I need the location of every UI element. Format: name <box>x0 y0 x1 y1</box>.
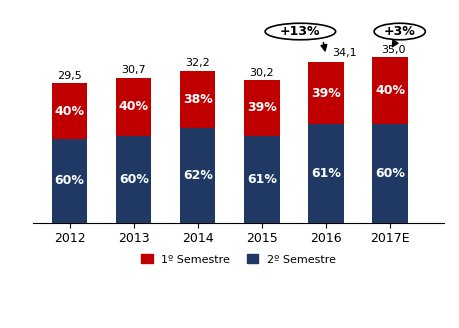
Text: 40%: 40% <box>55 105 84 118</box>
Text: 30,7: 30,7 <box>122 65 146 75</box>
Text: 60%: 60% <box>375 167 405 179</box>
Text: +13%: +13% <box>280 25 321 38</box>
Text: 35,0: 35,0 <box>381 45 406 55</box>
Text: 29,5: 29,5 <box>57 71 82 81</box>
Bar <box>52 83 87 139</box>
Text: 62%: 62% <box>183 169 213 182</box>
Text: +3%: +3% <box>384 25 415 38</box>
Bar <box>244 136 280 223</box>
Text: 40%: 40% <box>119 100 149 113</box>
Text: 61%: 61% <box>247 173 277 186</box>
Bar <box>372 57 408 124</box>
Text: 40%: 40% <box>375 84 405 97</box>
Text: 30,2: 30,2 <box>250 68 274 78</box>
Text: 39%: 39% <box>311 87 341 100</box>
Text: 39%: 39% <box>247 101 277 114</box>
Text: 32,2: 32,2 <box>185 58 210 68</box>
Legend: 1º Semestre, 2º Semestre: 1º Semestre, 2º Semestre <box>137 250 341 269</box>
Bar <box>308 124 344 223</box>
Text: 34,1: 34,1 <box>332 49 357 58</box>
Bar <box>116 78 151 136</box>
Bar <box>116 136 151 223</box>
Bar <box>180 71 215 129</box>
Text: 61%: 61% <box>311 167 341 180</box>
Text: 60%: 60% <box>119 173 149 186</box>
Bar <box>244 80 280 136</box>
Bar <box>308 62 344 124</box>
Text: 60%: 60% <box>55 174 84 187</box>
Bar <box>52 139 87 223</box>
Text: 38%: 38% <box>183 93 213 106</box>
Bar <box>180 129 215 223</box>
Bar <box>372 124 408 223</box>
